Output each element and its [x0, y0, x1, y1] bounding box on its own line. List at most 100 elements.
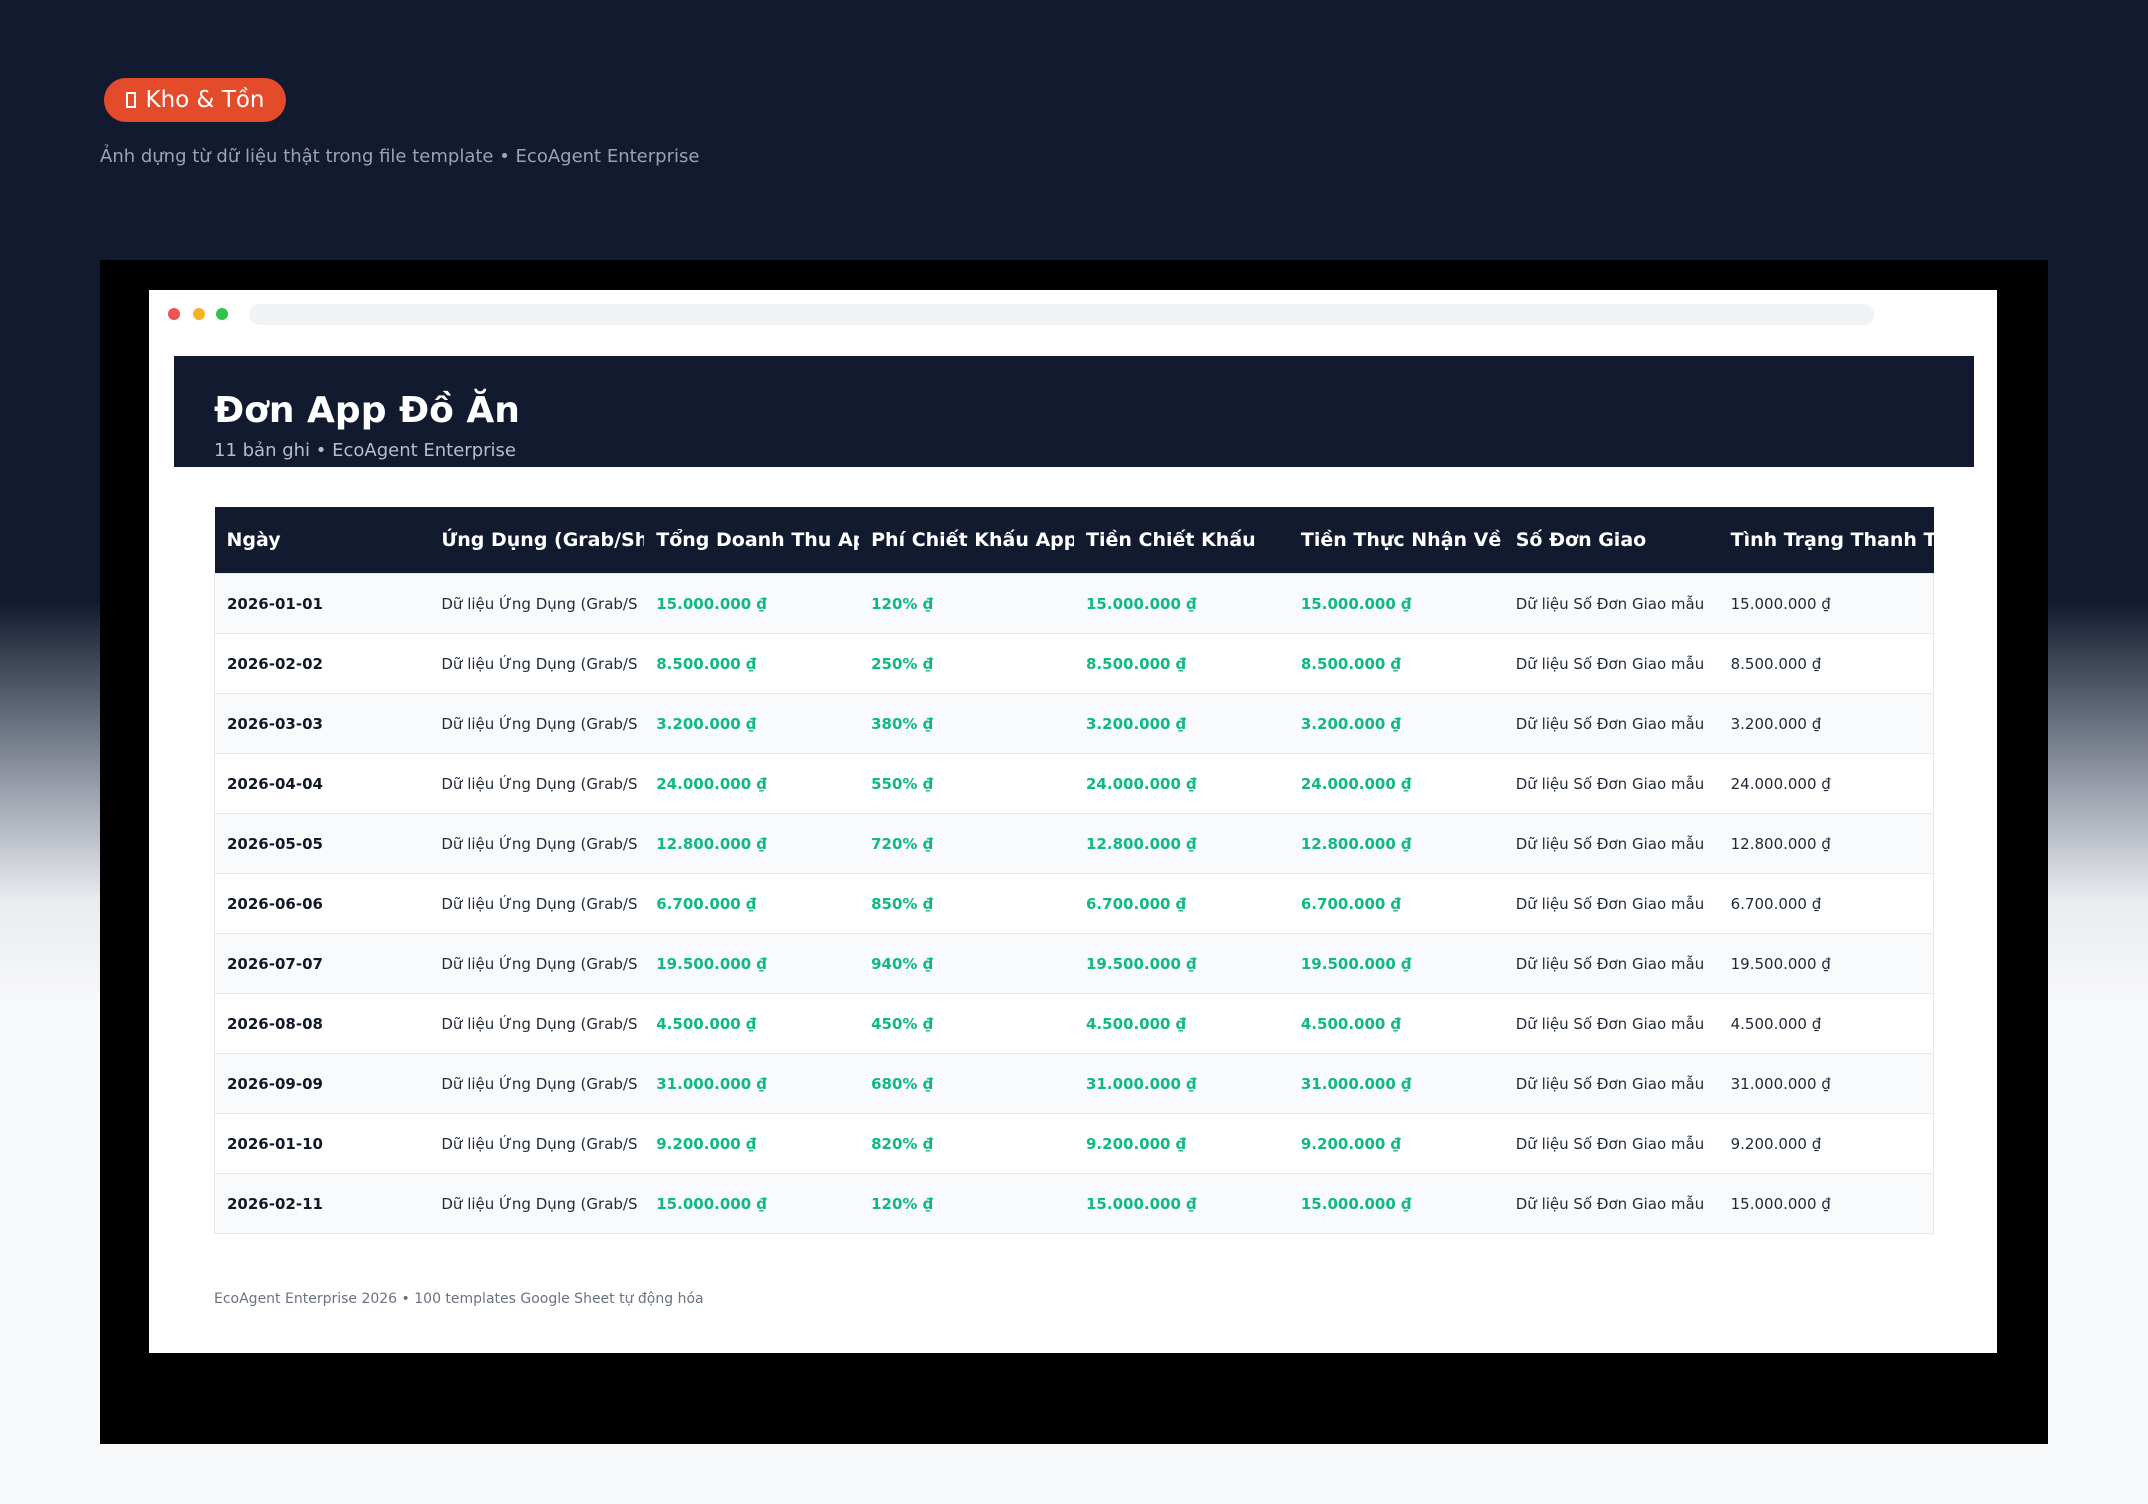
table-cell: 8.500.000 ₫ [1074, 633, 1289, 694]
table-cell: 4.500.000 ₫ [1074, 993, 1289, 1054]
table-cell: 15.000.000 ₫ [1718, 1173, 1934, 1234]
table-cell: 8.500.000 ₫ [1288, 633, 1504, 694]
table-cell: 19.500.000 ₫ [644, 933, 860, 994]
table-row: 2026-08-08 Dữ liệu Ứng Dụng (Grab/S 4.500.… [214, 993, 1934, 1054]
table-cell: Dữ liệu Ứng Dụng (Grab/S [429, 1173, 645, 1234]
table-cell: Dữ liệu Số Đơn Giao mẫu [1503, 693, 1719, 754]
table-cell: Dữ liệu Số Đơn Giao mẫu [1503, 1053, 1719, 1114]
table-row: 2026-02-11 Dữ liệu Ứng Dụng (Grab/S 15.000… [214, 1173, 1934, 1234]
table-cell: Dữ liệu Ứng Dụng (Grab/S [429, 1113, 645, 1174]
table-row: 2026-09-09 Dữ liệu Ứng Dụng (Grab/S 31.000… [214, 1053, 1934, 1114]
table-cell: 2026-08-08 [214, 993, 430, 1054]
table-cell: Dữ liệu Số Đơn Giao mẫu [1503, 993, 1719, 1054]
table-row: 2026-01-01 Dữ liệu Ứng Dụng (Grab/S 15.000… [214, 573, 1934, 634]
table-cell: 3.200.000 ₫ [1074, 693, 1289, 754]
address-bar [249, 304, 1874, 325]
window-close [168, 308, 180, 320]
table-cell: 2026-01-01 [214, 573, 430, 634]
table-cell: 9.200.000 ₫ [644, 1113, 860, 1174]
table-cell: 3.200.000 ₫ [644, 693, 860, 754]
table-cell: 19.500.000 ₫ [1718, 933, 1934, 994]
column-header: Tiền Thực Nhận Về [1288, 507, 1504, 574]
table-cell: 250% ₫ [859, 633, 1074, 694]
table-cell: 2026-02-11 [214, 1173, 430, 1234]
table-cell: Dữ liệu Ứng Dụng (Grab/S [429, 1053, 645, 1114]
table-cell: 2026-05-05 [214, 813, 430, 874]
table-cell: Dữ liệu Ứng Dụng (Grab/S [429, 933, 645, 994]
table-cell: Dữ liệu Ứng Dụng (Grab/S [429, 873, 645, 934]
table-cell: 9.200.000 ₫ [1288, 1113, 1504, 1174]
table-cell: 12.800.000 ₫ [1288, 813, 1504, 874]
table-cell: 6.700.000 ₫ [644, 873, 860, 934]
table-cell: 15.000.000 ₫ [644, 573, 860, 634]
table-head: Ngày Ứng Dụng (Grab/Sho Tổng Doanh Thu App… [214, 507, 1934, 574]
table-cell: Dữ liệu Số Đơn Giao mẫu [1503, 813, 1719, 874]
table-cell: 2026-04-04 [214, 753, 430, 814]
table-row: 2026-01-10 Dữ liệu Ứng Dụng (Grab/S 9.200.… [214, 1113, 1934, 1174]
table-cell: 31.000.000 ₫ [1718, 1053, 1934, 1114]
table-cell: 15.000.000 ₫ [1718, 573, 1934, 634]
table-cell: 550% ₫ [859, 753, 1074, 814]
table-cell: 31.000.000 ₫ [644, 1053, 860, 1114]
table-cell: Dữ liệu Ứng Dụng (Grab/S [429, 573, 645, 634]
column-header: Ứng Dụng (Grab/Sho [429, 507, 645, 574]
category-badge: Kho & Tồn [104, 78, 286, 122]
table-cell: 31.000.000 ₫ [1074, 1053, 1289, 1114]
table-row: 2026-04-04 Dữ liệu Ứng Dụng (Grab/S 24.000… [214, 753, 1934, 814]
table-cell: 680% ₫ [859, 1053, 1074, 1114]
table-cell: 15.000.000 ₫ [1074, 573, 1289, 634]
table-cell: 15.000.000 ₫ [644, 1173, 860, 1234]
table-cell: Dữ liệu Số Đơn Giao mẫu [1503, 933, 1719, 994]
table-cell: 2026-02-02 [214, 633, 430, 694]
window-maximize [216, 308, 228, 320]
table-cell: 6.700.000 ₫ [1718, 873, 1934, 934]
table-body: 2026-01-01 Dữ liệu Ứng Dụng (Grab/S 15.000… [214, 573, 1934, 1234]
table-cell: Dữ liệu Ứng Dụng (Grab/S [429, 693, 645, 754]
sheet-header: Đơn App Đồ Ăn 11 bản ghi • EcoAgent Ente… [174, 356, 1974, 467]
column-header: Ngày [214, 507, 430, 574]
table-cell: 120% ₫ [859, 573, 1074, 634]
table-cell: 2026-01-10 [214, 1113, 430, 1174]
table-cell: 15.000.000 ₫ [1288, 1173, 1504, 1234]
column-header: Phí Chiết Khấu App [859, 507, 1074, 574]
sheet-subtitle: 11 bản ghi • EcoAgent Enterprise [214, 440, 516, 461]
table-cell: 2026-03-03 [214, 693, 430, 754]
table-cell: Dữ liệu Ứng Dụng (Grab/S [429, 633, 645, 694]
table-cell: 19.500.000 ₫ [1288, 933, 1504, 994]
table-cell: Dữ liệu Số Đơn Giao mẫu [1503, 573, 1719, 634]
table-cell: 8.500.000 ₫ [1718, 633, 1934, 694]
table-cell: Dữ liệu Ứng Dụng (Grab/S [429, 753, 645, 814]
table-cell: 9.200.000 ₫ [1074, 1113, 1289, 1174]
column-header: Tiền Chiết Khấu [1074, 507, 1289, 574]
table-row: 2026-07-07 Dữ liệu Ứng Dụng (Grab/S 19.500… [214, 933, 1934, 994]
badge-icon [125, 92, 136, 108]
table-cell: 120% ₫ [859, 1173, 1074, 1234]
table-cell: Dữ liệu Số Đơn Giao mẫu [1503, 1173, 1719, 1234]
badge-label: Kho & Tồn [145, 87, 265, 113]
table-cell: 2026-06-06 [214, 873, 430, 934]
table-cell: 15.000.000 ₫ [1288, 573, 1504, 634]
table-cell: 24.000.000 ₫ [644, 753, 860, 814]
table-row: 2026-05-05 Dữ liệu Ứng Dụng (Grab/S 12.800… [214, 813, 1934, 874]
table-cell: Dữ liệu Số Đơn Giao mẫu [1503, 1113, 1719, 1174]
page-subtitle: Ảnh dựng từ dữ liệu thật trong file temp… [100, 146, 700, 167]
header-row: Ngày Ứng Dụng (Grab/Sho Tổng Doanh Thu App… [214, 507, 1934, 574]
column-header: Tổng Doanh Thu App [644, 507, 860, 574]
table-cell: 15.000.000 ₫ [1074, 1173, 1289, 1234]
table-cell: 3.200.000 ₫ [1288, 693, 1504, 754]
table-cell: 12.800.000 ₫ [1074, 813, 1289, 874]
table-cell: 2026-09-09 [214, 1053, 430, 1114]
table-cell: 450% ₫ [859, 993, 1074, 1054]
table-cell: Dữ liệu Số Đơn Giao mẫu [1503, 633, 1719, 694]
table-cell: Dữ liệu Ứng Dụng (Grab/S [429, 993, 645, 1054]
table-cell: 31.000.000 ₫ [1288, 1053, 1504, 1114]
data-table: Ngày Ứng Dụng (Grab/Sho Tổng Doanh Thu App… [214, 507, 1934, 1234]
table-cell: 24.000.000 ₫ [1718, 753, 1934, 814]
table-cell: 6.700.000 ₫ [1288, 873, 1504, 934]
table-cell: 720% ₫ [859, 813, 1074, 874]
table-cell: 24.000.000 ₫ [1288, 753, 1504, 814]
table-cell: 380% ₫ [859, 693, 1074, 754]
table-cell: 9.200.000 ₫ [1718, 1113, 1934, 1174]
